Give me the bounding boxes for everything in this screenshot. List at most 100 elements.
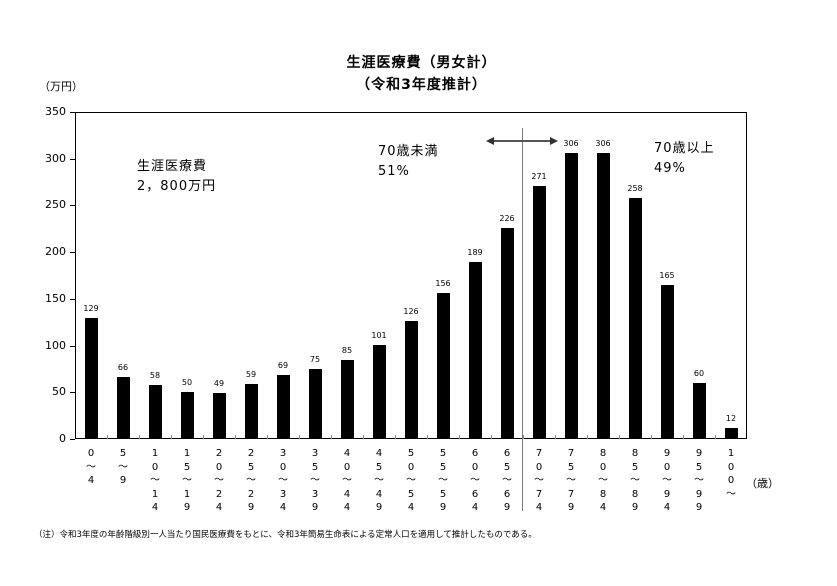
bar-value-label: 156: [435, 279, 451, 289]
arrow-right-icon: [550, 137, 558, 145]
bar: [724, 427, 738, 439]
bar: [276, 374, 290, 439]
x-tick-label: 1 0 0 ～: [726, 448, 736, 500]
bar-value-label: 66: [117, 363, 129, 373]
bar: [340, 359, 354, 439]
y-tick-mark: [70, 158, 75, 160]
x-tick-mark: [267, 435, 268, 439]
y-tick-mark: [70, 298, 75, 300]
bar: [148, 384, 162, 439]
bar-value-label: 189: [467, 248, 483, 258]
y-tick-label: 50: [52, 385, 66, 399]
x-tick-label: 9 5 ～ 9 9: [694, 448, 704, 513]
x-tick-mark: [363, 435, 364, 439]
y-tick-label: 300: [45, 151, 66, 165]
bar: [500, 227, 514, 439]
x-tick-label: 6 5 ～ 6 9: [502, 448, 512, 513]
y-tick-mark: [70, 439, 75, 440]
y-tick-label: 0: [59, 432, 66, 445]
y-tick-label: 200: [45, 245, 66, 259]
x-tick-mark: [203, 435, 204, 439]
x-tick-label: 1 0 ～ 1 4: [150, 448, 160, 513]
x-tick-mark: [555, 435, 556, 439]
bar-value-label: 50: [181, 378, 193, 388]
double-arrow-icon: [492, 140, 552, 142]
bar: [372, 344, 386, 439]
x-tick-label: 6 0 ～ 6 4: [470, 448, 480, 513]
annotation-under-70: 70歳未満 51%: [378, 144, 439, 179]
bar-value-label: 69: [277, 360, 289, 370]
annotation-lifetime-total: 生涯医療費 2，800万円: [137, 159, 217, 194]
x-tick-mark: [619, 435, 620, 439]
x-tick-label: 8 0 ～ 8 4: [598, 448, 608, 513]
bar-value-label: 101: [371, 330, 387, 340]
bar: [84, 318, 98, 439]
x-tick-mark: [139, 435, 140, 439]
x-tick-label: 3 0 ～ 3 4: [278, 448, 288, 513]
y-tick-mark: [70, 252, 75, 254]
x-tick-mark: [651, 435, 652, 439]
bar: [596, 153, 610, 439]
y-tick-label: 350: [45, 105, 66, 118]
y-axis-unit: （万円）: [39, 80, 83, 93]
x-tick-label: 3 5 ～ 3 9: [310, 448, 320, 513]
bar-value-label: 306: [595, 139, 611, 149]
bar: [180, 392, 194, 439]
y-tick-label: 250: [45, 198, 66, 212]
x-tick-mark: [715, 435, 716, 439]
age-70-divider-line: [522, 128, 523, 511]
chart-title: 生涯医療費（男女計）: [346, 55, 497, 71]
bar-value-label: 58: [149, 370, 161, 380]
bar: [532, 185, 546, 439]
bar-value-label: 126: [403, 307, 419, 317]
bar: [436, 293, 450, 439]
bar: [564, 153, 578, 439]
x-tick-label: 7 5 ～ 7 9: [566, 448, 576, 513]
x-tick-mark: [395, 435, 396, 439]
x-tick-mark: [331, 435, 332, 439]
bar-value-label: 165: [659, 270, 675, 280]
bar: [660, 284, 674, 439]
y-tick-label: 100: [45, 338, 66, 352]
bar: [404, 321, 418, 439]
x-tick-label: 2 0 ～ 2 4: [214, 448, 224, 513]
y-tick-mark: [70, 112, 75, 113]
x-tick-label: 5 ～ 9: [118, 448, 128, 486]
x-tick-label: 8 5 ～ 8 9: [630, 448, 640, 513]
x-tick-label: 0 ～ 4: [86, 448, 96, 486]
y-tick-label: 150: [45, 291, 66, 305]
x-tick-label: 4 0 ～ 4 4: [342, 448, 352, 513]
y-tick-mark: [70, 345, 75, 347]
bar-value-label: 12: [725, 413, 737, 423]
x-tick-label: 2 5 ～ 2 9: [246, 448, 256, 513]
x-tick-label: 7 0 ～ 7 4: [534, 448, 544, 513]
x-tick-mark: [683, 435, 684, 439]
x-tick-mark: [107, 435, 108, 439]
bar: [116, 377, 130, 439]
y-tick-mark: [70, 205, 75, 207]
y-tick-mark: [70, 392, 75, 394]
chart-subtitle: （令和3年度推計）: [356, 77, 487, 93]
annotation-over-70: 70歳以上 49%: [654, 141, 715, 176]
x-tick-mark: [587, 435, 588, 439]
footnote: （注）令和3年度の年齢階級別一人当たり国民医療費をもとに、令和3年簡易生命表によ…: [34, 530, 537, 540]
bar-value-label: 85: [341, 345, 353, 355]
x-tick-label: 5 5 ～ 5 9: [438, 448, 448, 513]
x-tick-mark: [299, 435, 300, 439]
x-axis-unit: （歳）: [746, 477, 779, 490]
x-tick-mark: [235, 435, 236, 439]
x-tick-label: 9 0 ～ 9 4: [662, 448, 672, 513]
bar-value-label: 59: [245, 369, 257, 379]
bar: [212, 393, 226, 439]
x-tick-label: 1 5 ～ 1 9: [182, 448, 192, 513]
bar-value-label: 271: [531, 171, 547, 181]
bar: [628, 197, 642, 439]
bar-value-label: 129: [83, 304, 99, 314]
bar-value-label: 60: [693, 368, 705, 378]
arrow-left-icon: [486, 137, 494, 145]
bar-value-label: 226: [499, 213, 515, 223]
bar-value-label: 306: [563, 139, 579, 149]
bar: [308, 368, 322, 439]
x-tick-mark: [171, 435, 172, 439]
x-tick-mark: [523, 435, 524, 439]
